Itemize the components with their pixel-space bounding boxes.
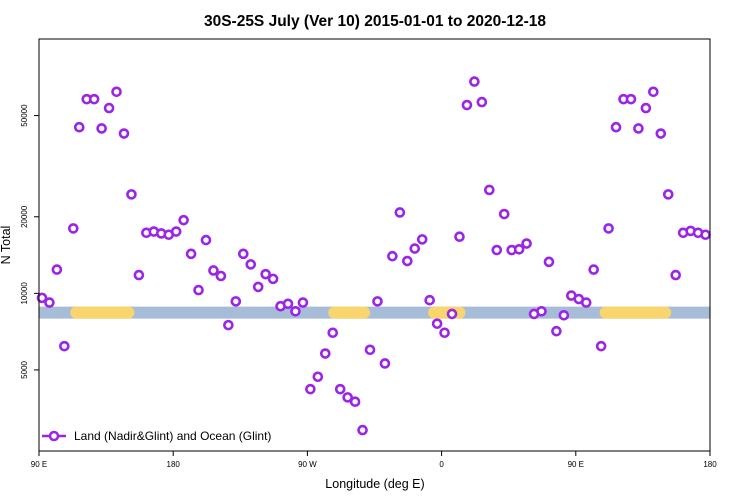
y-axis: 5000 10000 20000 50000	[20, 104, 39, 379]
data-point	[96, 123, 107, 134]
y-tick-label: 20000	[20, 205, 29, 228]
data-point	[215, 270, 227, 282]
data-point	[543, 256, 555, 268]
data-point	[349, 396, 361, 408]
data-point	[439, 327, 450, 339]
x-axis-label: Longitude (deg E)	[325, 477, 424, 491]
data-point	[640, 102, 652, 114]
data-point	[394, 207, 406, 218]
data-point	[252, 281, 264, 293]
data-point	[237, 248, 249, 260]
data-point	[88, 93, 100, 105]
data-point	[558, 309, 570, 321]
data-point	[111, 86, 122, 98]
data-point	[208, 265, 219, 276]
data-point	[536, 306, 547, 317]
data-point	[282, 298, 294, 310]
data-point	[498, 208, 510, 220]
data-point	[595, 340, 607, 352]
data-point	[327, 327, 339, 339]
data-point	[312, 371, 324, 383]
data-point	[51, 264, 63, 275]
chart-title: 30S-25S July (Ver 10) 2015-01-01 to 2020…	[204, 13, 546, 30]
x-tick-label: 90 W	[298, 460, 317, 469]
data-point	[461, 99, 473, 111]
data-point	[513, 244, 525, 255]
data-point	[610, 121, 622, 133]
data-point	[469, 76, 480, 87]
legend-marker	[48, 430, 60, 442]
data-point	[700, 229, 711, 241]
data-point	[342, 392, 353, 403]
data-point	[416, 234, 428, 245]
data-point	[223, 319, 234, 331]
data-point	[178, 214, 189, 226]
y-tick-label: 10000	[20, 282, 29, 305]
data-point	[633, 123, 644, 134]
y-tick-label: 5000	[20, 360, 29, 378]
data-point	[372, 296, 383, 307]
data-point	[484, 184, 495, 196]
data-points	[36, 76, 711, 436]
x-tick-label: 180	[703, 460, 717, 469]
data-point	[193, 284, 204, 296]
x-tick-label: 0	[439, 460, 444, 469]
data-point	[446, 308, 458, 320]
data-point	[133, 269, 145, 281]
data-point	[551, 325, 562, 337]
data-point	[170, 226, 182, 237]
data-point	[267, 273, 279, 285]
data-point	[431, 318, 443, 329]
data-point	[379, 358, 391, 369]
data-point	[200, 234, 212, 246]
data-point	[245, 259, 257, 270]
data-point	[36, 292, 48, 304]
data-point	[334, 383, 346, 395]
plot-frame	[38, 38, 711, 452]
data-point	[260, 268, 271, 280]
data-point	[424, 294, 435, 306]
data-point	[521, 238, 532, 249]
data-point	[476, 96, 488, 108]
y-axis-label: N Total	[0, 226, 13, 265]
data-point	[364, 344, 376, 356]
data-point	[118, 128, 130, 139]
data-point	[73, 121, 85, 133]
data-point	[655, 128, 667, 139]
data-point	[491, 244, 503, 256]
data-point	[185, 248, 197, 260]
x-tick-label: 180	[167, 460, 181, 469]
data-point	[580, 297, 592, 308]
legend: Land (Nadir&Glint) and Ocean (Glint)	[42, 429, 271, 443]
y-tick-label: 50000	[20, 104, 29, 127]
data-point	[44, 297, 55, 308]
data-point	[402, 255, 413, 267]
data-point	[648, 86, 659, 98]
x-tick-label: 90 E	[31, 460, 47, 469]
data-point	[290, 306, 301, 317]
x-axis: 90 E 180 90 W 0 90 E 180	[31, 451, 717, 469]
data-point	[409, 243, 421, 254]
data-point	[297, 297, 309, 308]
data-point	[230, 296, 242, 307]
data-point	[670, 269, 682, 281]
data-point	[103, 102, 115, 114]
data-point	[305, 383, 316, 395]
data-point	[603, 223, 614, 234]
data-point	[625, 93, 637, 105]
data-point	[67, 223, 79, 234]
data-point	[588, 264, 599, 275]
data-point	[387, 250, 398, 262]
data-point	[59, 340, 70, 352]
x-tick-label: 90 E	[568, 460, 584, 469]
data-point	[454, 231, 465, 243]
data-point	[319, 348, 331, 359]
data-point	[357, 424, 368, 436]
data-point	[126, 189, 137, 200]
legend-label: Land (Nadir&Glint) and Ocean (Glint)	[74, 429, 271, 443]
data-point	[662, 189, 674, 200]
